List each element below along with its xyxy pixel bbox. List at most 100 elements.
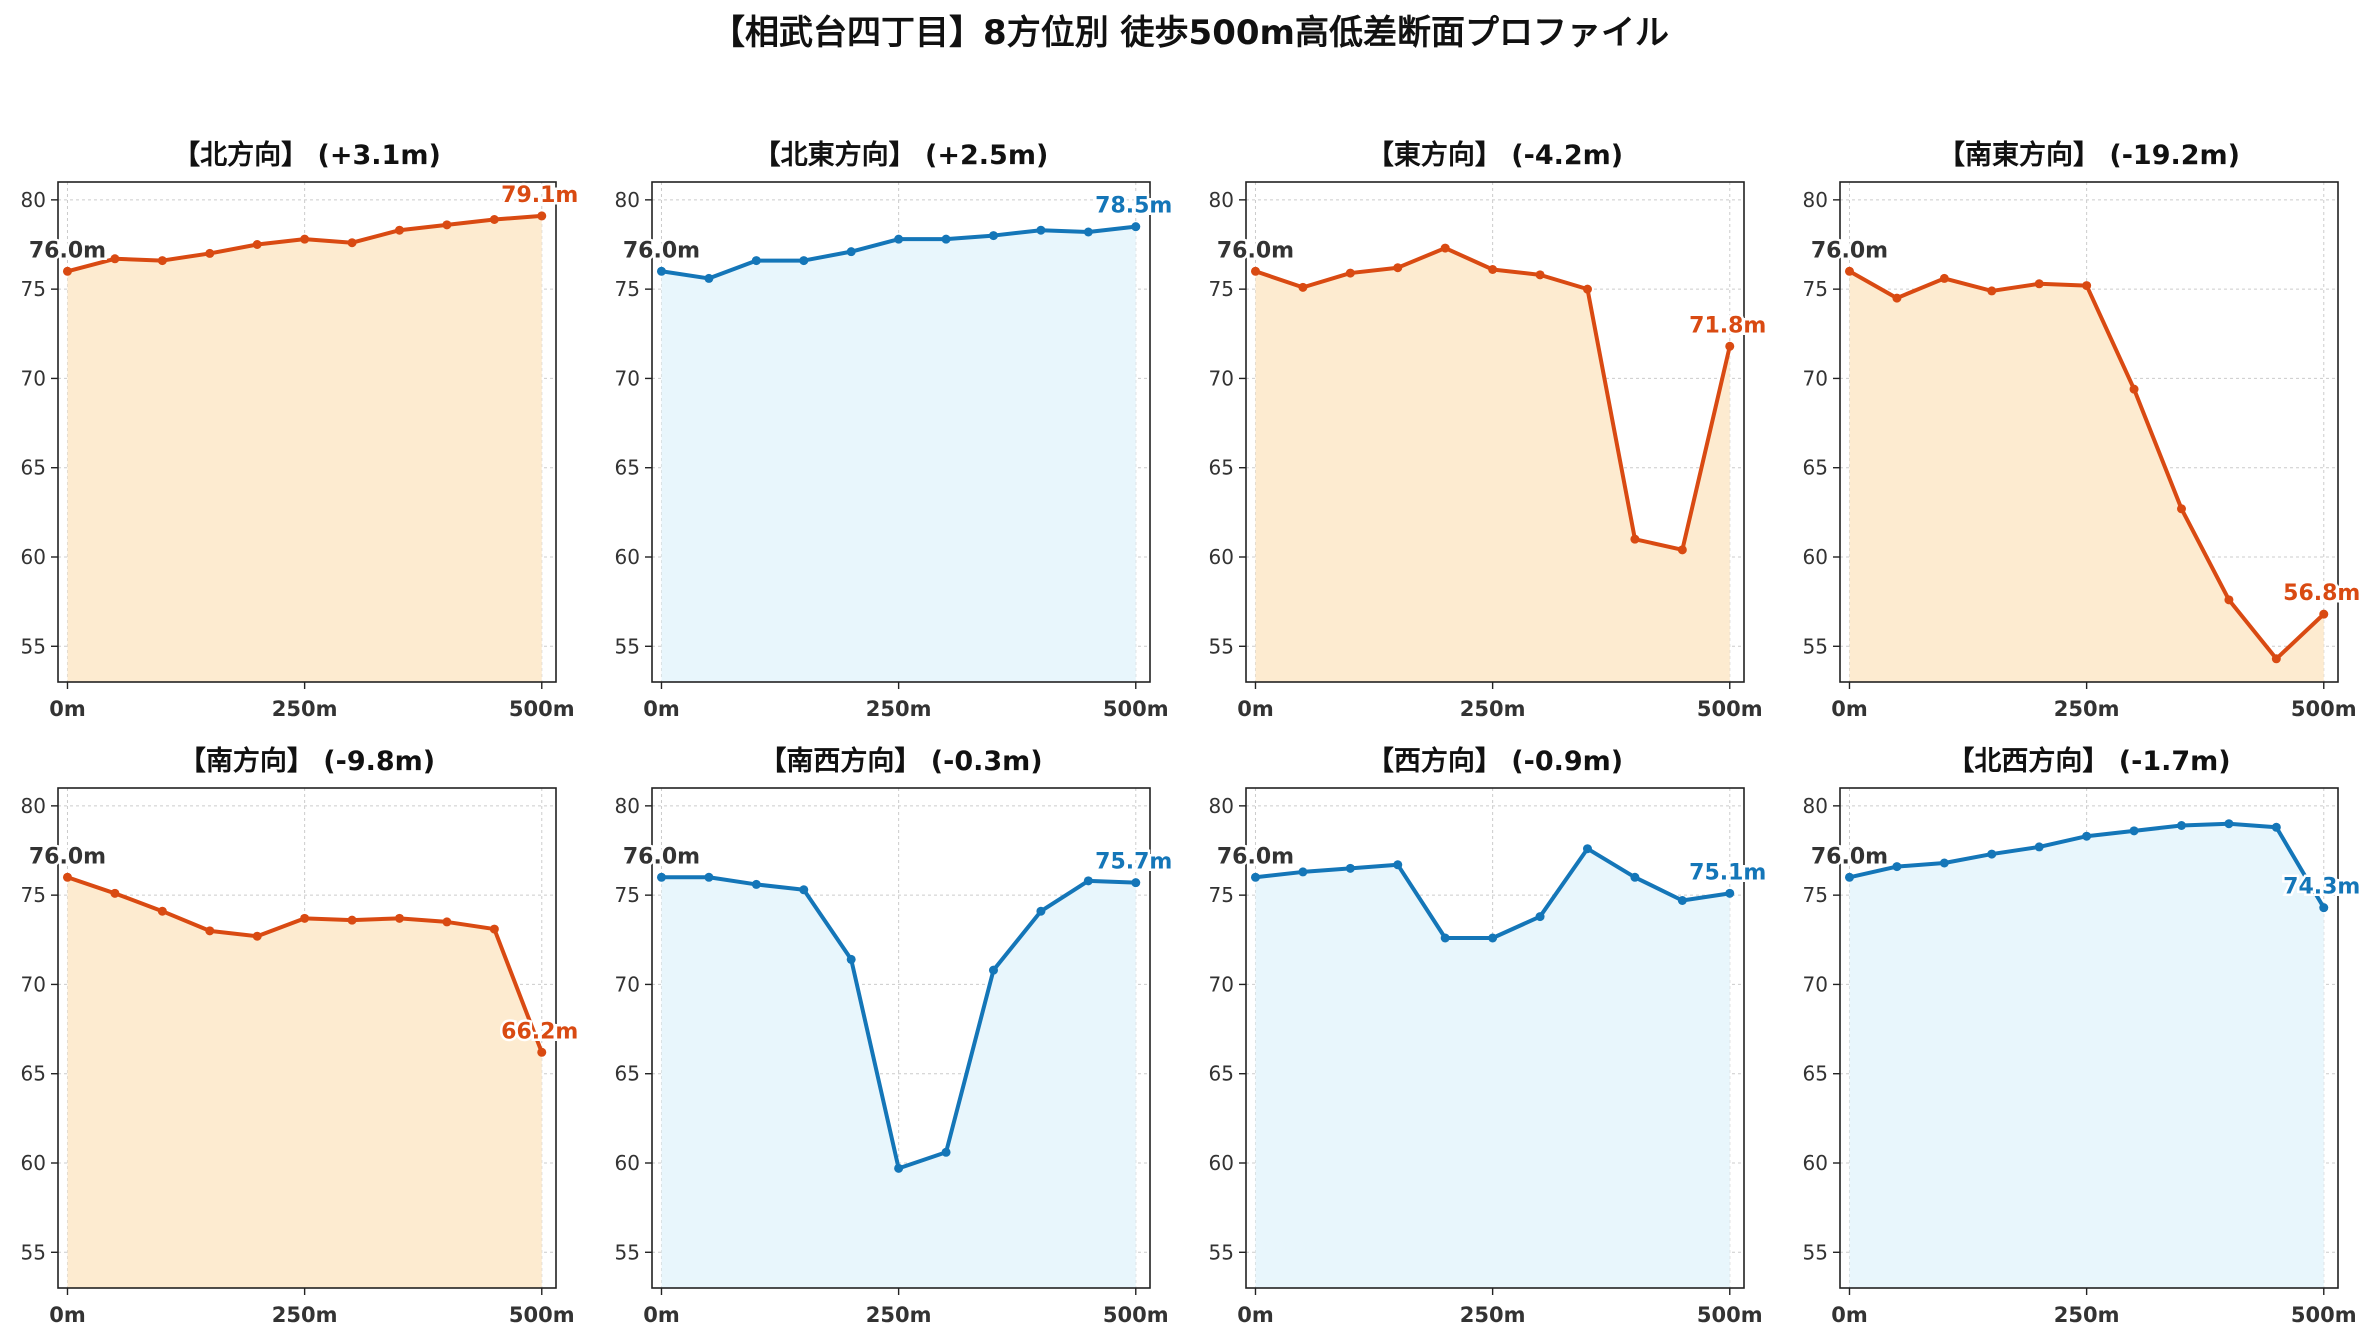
y-tick-label: 60 — [1209, 1151, 1234, 1175]
elevation-area — [1255, 848, 1730, 1288]
data-point — [1630, 534, 1640, 544]
x-tick-label: 500m — [1697, 697, 1763, 721]
x-tick-label: 0m — [643, 1303, 680, 1327]
panel-title: 【南西方向】 (-0.3m) — [759, 745, 1042, 777]
data-point — [62, 266, 72, 276]
end-elevation-label: 56.8m — [2283, 581, 2360, 606]
chart-panel: 【南方向】 (-9.8m) 55 60 65 70 75 80 0m 250m 500m 76.0m… — [21, 745, 581, 1327]
end-elevation-label: 74.3m — [2283, 875, 2360, 900]
y-tick-label: 80 — [1209, 794, 1234, 818]
data-point — [799, 256, 809, 266]
start-elevation-label: 76.0m — [29, 844, 106, 869]
data-point — [1725, 341, 1735, 351]
axes-frame — [57, 181, 557, 683]
data-point — [2319, 903, 2329, 913]
y-tick-label: 80 — [1209, 188, 1234, 212]
data-point — [1488, 933, 1498, 943]
x-tick-label: 250m — [1460, 697, 1526, 721]
data-point — [1535, 270, 1545, 280]
data-point — [2271, 654, 2281, 664]
y-tick-label: 80 — [1803, 794, 1828, 818]
y-tick-label: 65 — [1803, 1062, 1828, 1086]
data-point — [656, 872, 666, 882]
data-point — [2082, 831, 2092, 841]
panel-title: 【南方向】 (-9.8m) — [179, 745, 435, 777]
x-tick-label: 250m — [272, 1303, 338, 1327]
y-tick-label: 55 — [615, 1240, 640, 1264]
y-tick-label: 65 — [1209, 456, 1234, 480]
y-tick-label: 80 — [615, 188, 640, 212]
data-point — [704, 872, 714, 882]
y-tick-label: 80 — [615, 794, 640, 818]
data-point — [442, 220, 452, 230]
y-tick-label: 70 — [21, 972, 46, 996]
data-point — [537, 211, 547, 221]
data-point — [1083, 876, 1093, 886]
y-tick-label: 55 — [21, 1240, 46, 1264]
data-point — [1298, 867, 1308, 877]
data-point — [1345, 268, 1355, 278]
data-point — [1677, 896, 1687, 905]
x-tick-label: 0m — [643, 697, 680, 721]
x-tick-label: 0m — [49, 697, 86, 721]
data-point — [300, 913, 310, 923]
y-tick-label: 70 — [1803, 972, 1828, 996]
y-tick-label: 65 — [615, 1062, 640, 1086]
data-point — [1582, 284, 1592, 294]
data-point — [1488, 265, 1498, 274]
data-point — [846, 247, 856, 257]
y-tick-label: 55 — [1209, 634, 1234, 658]
y-tick-label: 70 — [615, 972, 640, 996]
data-point — [1298, 282, 1308, 292]
data-point — [1036, 906, 1046, 916]
chart-panel: 【南東方向】 (-19.2m) 55 60 65 70 75 80 0m 250m 500m 76.… — [1803, 139, 2363, 721]
data-point — [704, 273, 714, 283]
axes-frame — [651, 181, 1151, 683]
y-tick-label: 55 — [615, 634, 640, 658]
axes-frame — [1839, 181, 2339, 683]
data-point — [1345, 863, 1355, 873]
figure-title: 【相武台四丁目】8方位別 徒歩500m高低差断面プロファイル — [711, 13, 1669, 53]
elevation-area — [661, 226, 1136, 682]
data-point — [2319, 609, 2329, 619]
y-tick-label: 80 — [1803, 188, 1828, 212]
data-point — [656, 266, 666, 276]
end-elevation-label: 71.8m — [1689, 313, 1766, 338]
y-tick-label: 70 — [615, 366, 640, 390]
axes-frame — [1839, 787, 2339, 1289]
data-point — [205, 248, 215, 258]
x-tick-label: 0m — [1831, 697, 1868, 721]
data-point — [1250, 266, 1260, 276]
axes-frame — [57, 787, 557, 1289]
y-tick-label: 60 — [1803, 1151, 1828, 1175]
data-point — [489, 924, 499, 934]
data-point — [1250, 872, 1260, 882]
y-tick-label: 70 — [1803, 366, 1828, 390]
data-point — [347, 915, 357, 925]
panel-title: 【東方向】 (-4.2m) — [1367, 139, 1623, 171]
chart-panel: 【南西方向】 (-0.3m) 55 60 65 70 75 80 0m 250m 500m 76.0… — [615, 745, 1175, 1327]
elevation-area — [661, 877, 1136, 1288]
elevation-area — [1849, 823, 2324, 1288]
data-point — [252, 931, 262, 941]
panel-title: 【北方向】 (+3.1m) — [173, 139, 441, 171]
start-elevation-label: 76.0m — [623, 238, 700, 263]
y-tick-label: 60 — [1803, 545, 1828, 569]
data-point — [1440, 933, 1450, 943]
x-tick-label: 0m — [49, 1303, 86, 1327]
elevation-area — [67, 215, 542, 682]
chart-panel: 【東方向】 (-4.2m) 55 60 65 70 75 80 0m 250m 500m 76.0m… — [1209, 139, 1769, 721]
y-tick-label: 60 — [21, 1151, 46, 1175]
data-point — [1535, 912, 1545, 922]
data-point — [1131, 222, 1141, 232]
data-point — [1939, 858, 1949, 868]
y-tick-label: 65 — [21, 456, 46, 480]
x-tick-label: 0m — [1237, 697, 1274, 721]
data-point — [2034, 842, 2044, 852]
y-tick-label: 75 — [21, 883, 46, 907]
panel-title: 【北西方向】 (-1.7m) — [1947, 745, 2230, 777]
data-point — [157, 256, 167, 266]
data-point — [1393, 860, 1403, 870]
data-point — [1582, 844, 1592, 854]
